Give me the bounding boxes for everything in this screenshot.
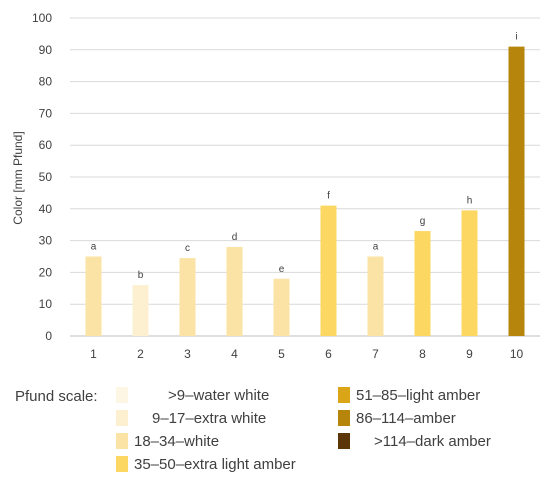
y-tick-label: 40	[39, 202, 53, 216]
legend-swatch	[338, 387, 350, 403]
data-label: h	[467, 195, 473, 206]
legend-title: Pfund scale:	[15, 388, 98, 405]
y-tick-label: 10	[39, 297, 53, 311]
legend-label: >9–water white	[168, 386, 270, 404]
bar	[85, 256, 102, 336]
bar-chart: 0 10 20 30 40 50 60 70 80 90 100 a b c d e f a g h i 1 2 3 4 5 6…	[11, 11, 540, 361]
bar	[367, 256, 384, 336]
bar	[226, 246, 243, 336]
data-label: c	[185, 243, 190, 254]
data-label: a	[91, 242, 97, 253]
data-label: i	[515, 32, 517, 43]
legend-label: 86–114–amber	[356, 409, 456, 427]
legend-label: 18–34–white	[134, 432, 220, 450]
y-axis-label: Color [mm Pfund]	[11, 131, 25, 224]
x-tick-label: 2	[137, 347, 144, 361]
x-tick-label: 4	[231, 347, 238, 361]
legend-item: 51–85–light amber	[338, 384, 480, 406]
legend-swatch	[116, 456, 128, 472]
y-tick-label: 80	[39, 75, 53, 89]
x-tick-label: 5	[278, 347, 285, 361]
y-tick-label: 50	[39, 170, 53, 184]
legend: Pfund scale: >9–water white 9–17–extra wh…	[0, 380, 550, 484]
legend-item: 9–17–extra white	[116, 407, 266, 429]
bar	[461, 210, 478, 336]
legend-swatch	[116, 433, 128, 449]
legend-swatch	[116, 410, 128, 426]
legend-item: >9–water white	[116, 384, 269, 406]
data-label: d	[232, 232, 238, 243]
bar	[132, 285, 149, 336]
y-tick-label: 100	[32, 11, 52, 25]
data-label: f	[327, 191, 330, 202]
legend-swatch	[116, 387, 128, 403]
y-tick-label: 30	[39, 234, 53, 248]
legend-item: >114–dark amber	[338, 430, 491, 452]
legend-swatch	[338, 410, 350, 426]
x-axis-ticks: 1 2 3 4 5 6 7 8 9 10	[90, 347, 523, 361]
legend-item: 35–50–extra light amber	[116, 453, 296, 475]
y-tick-label: 0	[45, 329, 52, 343]
legend-swatch	[338, 433, 350, 449]
bar	[320, 205, 337, 336]
legend-label: >114–dark amber	[374, 432, 491, 450]
bar	[179, 258, 196, 336]
x-tick-label: 10	[510, 347, 524, 361]
y-tick-label: 60	[39, 138, 53, 152]
legend-item: 86–114–amber	[338, 407, 456, 429]
bar	[508, 46, 525, 337]
x-tick-label: 9	[466, 347, 473, 361]
x-tick-label: 6	[325, 347, 332, 361]
data-label: e	[279, 264, 285, 275]
x-tick-label: 8	[419, 347, 426, 361]
y-tick-label: 90	[39, 43, 53, 57]
data-label: b	[138, 270, 144, 281]
legend-label: 35–50–extra light amber	[134, 455, 296, 473]
data-labels: a b c d e f a g h i	[91, 32, 518, 281]
bar	[414, 231, 431, 336]
bar	[273, 278, 290, 336]
legend-label: 51–85–light amber	[356, 386, 481, 404]
bars	[85, 46, 525, 337]
x-tick-label: 7	[372, 347, 379, 361]
y-tick-label: 20	[39, 265, 53, 279]
x-tick-label: 3	[184, 347, 191, 361]
y-axis-ticks: 0 10 20 30 40 50 60 70 80 90 100	[32, 11, 52, 343]
y-tick-label: 70	[39, 106, 53, 120]
x-tick-label: 1	[90, 347, 97, 361]
legend-label: 9–17–extra white	[152, 409, 267, 427]
data-label: a	[373, 242, 379, 253]
legend-item: 18–34–white	[116, 430, 219, 452]
data-label: g	[420, 216, 426, 227]
